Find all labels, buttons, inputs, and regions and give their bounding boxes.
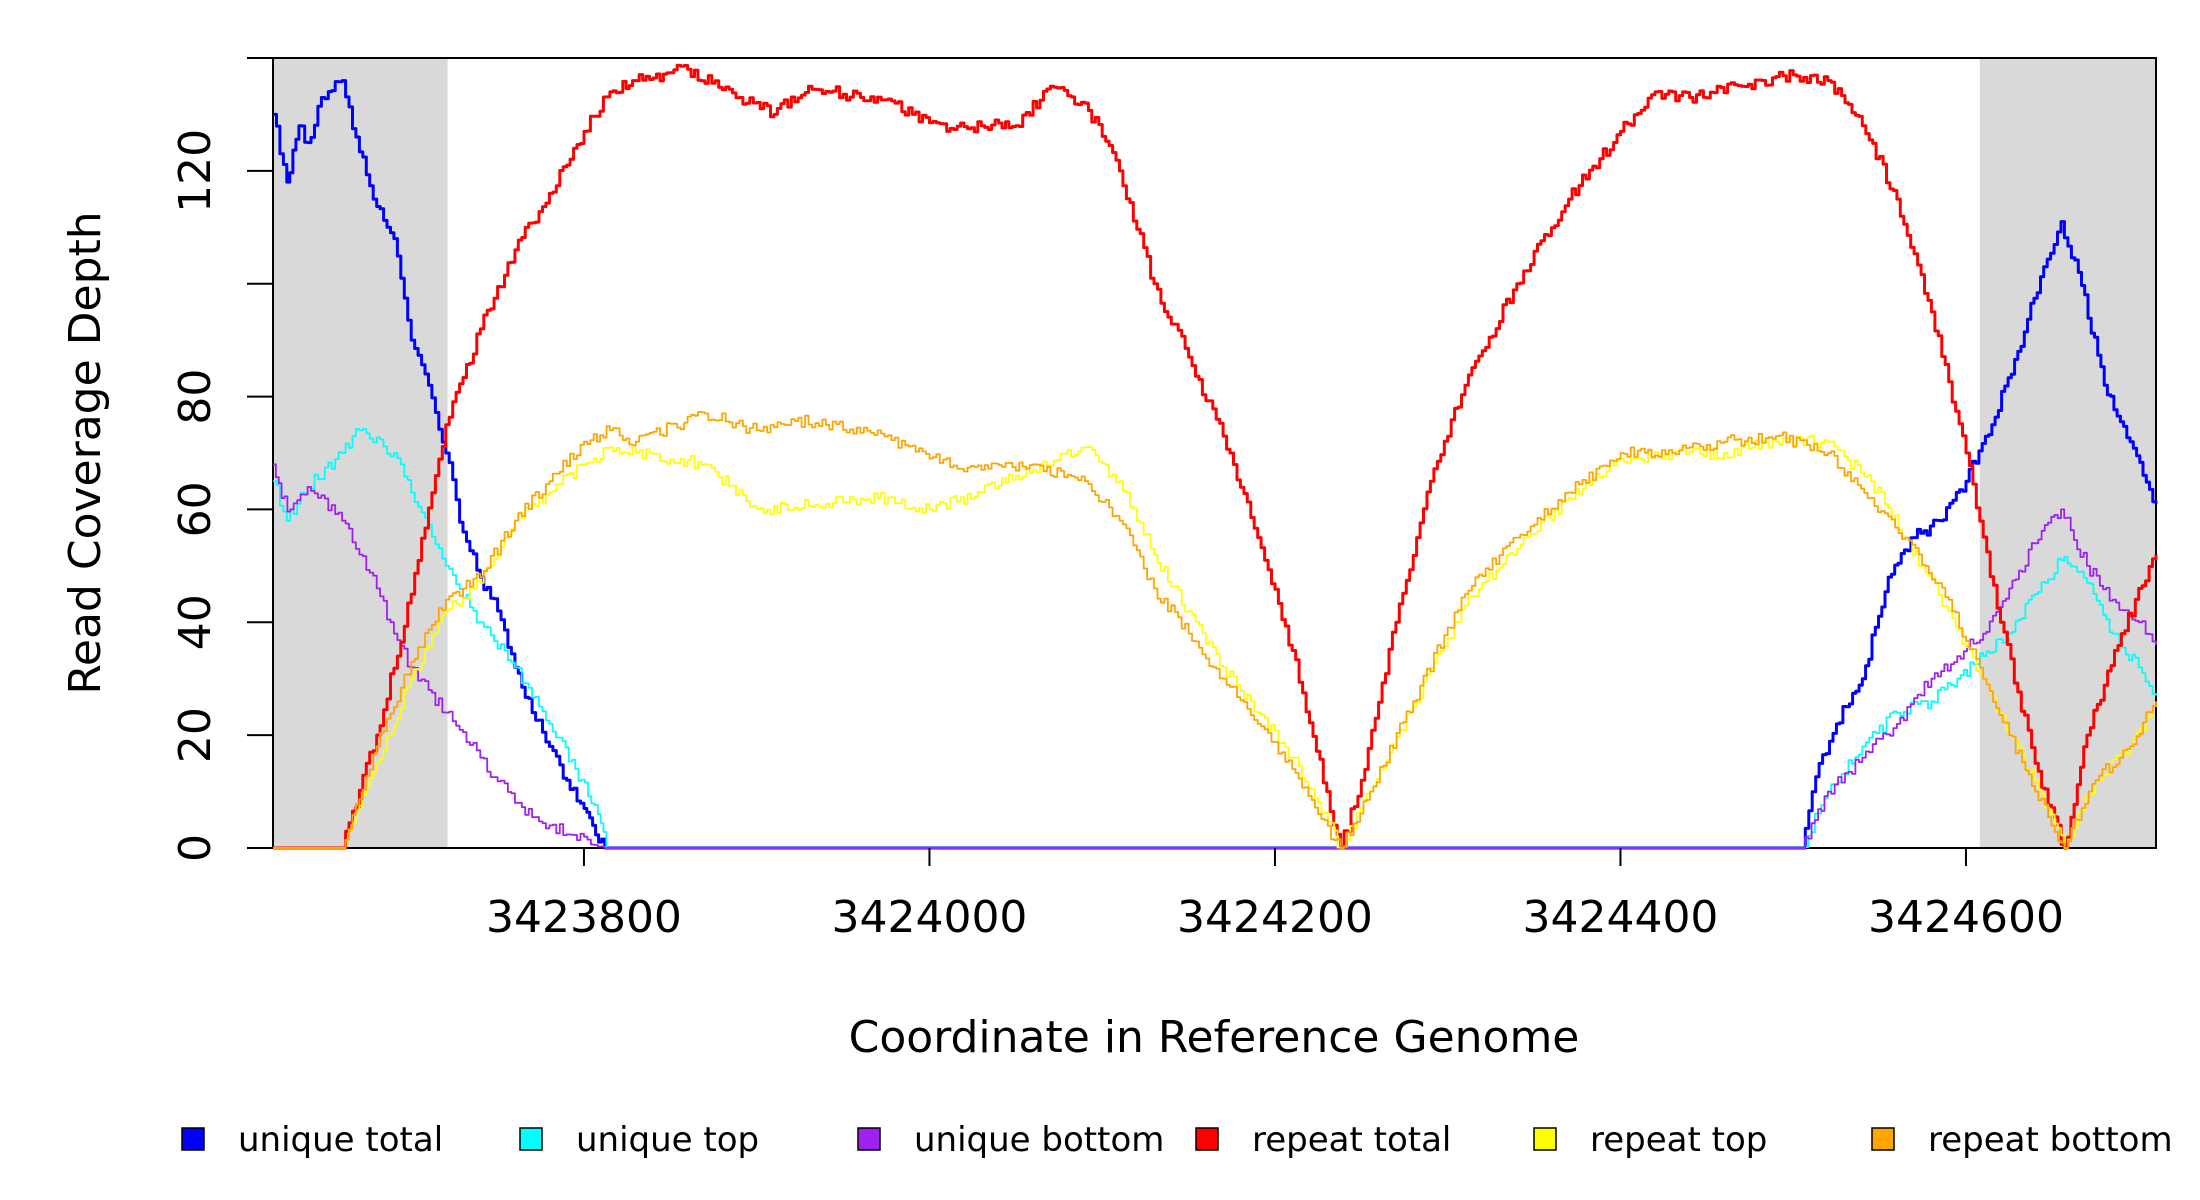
y-axis-title: Read Coverage Depth	[60, 211, 111, 694]
x-tick-label: 3424000	[831, 892, 1027, 943]
legend-swatch-unique-bottom	[857, 1127, 881, 1151]
y-tick-label: 120	[170, 129, 221, 213]
x-tick-label: 3424600	[1868, 892, 2064, 943]
series-line-repeat-total	[273, 63, 2158, 850]
legend-label-unique-top: unique top	[576, 1120, 759, 1160]
series-line-unique-top	[273, 428, 2157, 849]
legend-label-repeat-top: repeat top	[1590, 1120, 1767, 1160]
shaded-region-1	[1979, 58, 2156, 848]
y-tick-label: 80	[170, 369, 221, 425]
legend-label-unique-total: unique total	[238, 1120, 443, 1160]
y-tick-label: 0	[170, 834, 221, 862]
y-tick-label: 20	[170, 707, 221, 763]
series-line-repeat-bottom	[273, 411, 2157, 849]
legend-swatch-repeat-top	[1533, 1127, 1557, 1151]
legend-swatch-repeat-bottom	[1871, 1127, 1895, 1151]
plot-frame	[272, 57, 2157, 849]
series-line-unique-total	[273, 79, 2158, 850]
series-line-unique-bottom	[273, 463, 2157, 849]
x-tick-label: 3424200	[1177, 892, 1373, 943]
x-axis-title: Coordinate in Reference Genome	[849, 1012, 1580, 1063]
legend-swatch-repeat-total	[1195, 1127, 1219, 1151]
legend-label-repeat-bottom: repeat bottom	[1928, 1120, 2173, 1160]
shaded-region-0	[273, 58, 448, 848]
y-tick-label: 40	[170, 594, 221, 650]
series-line-repeat-top	[273, 434, 2157, 849]
x-axis: 3423800 3424000 3424200 3424400 3424600	[486, 848, 2064, 943]
legend-swatch-unique-top	[519, 1127, 543, 1151]
y-axis: 0 20 40 60 80 120	[170, 57, 273, 862]
y-tick-label: 60	[170, 481, 221, 537]
shaded-regions	[273, 58, 2156, 848]
x-tick-label: 3423800	[486, 892, 682, 943]
series-layer	[273, 63, 2158, 850]
legend-label-unique-bottom: unique bottom	[914, 1120, 1164, 1160]
legend-label-repeat-total: repeat total	[1252, 1120, 1451, 1160]
legend: unique total unique top unique bottom repea…	[181, 1120, 2173, 1160]
legend-swatch-unique-total	[181, 1127, 205, 1151]
x-tick-label: 3424400	[1522, 892, 1718, 943]
